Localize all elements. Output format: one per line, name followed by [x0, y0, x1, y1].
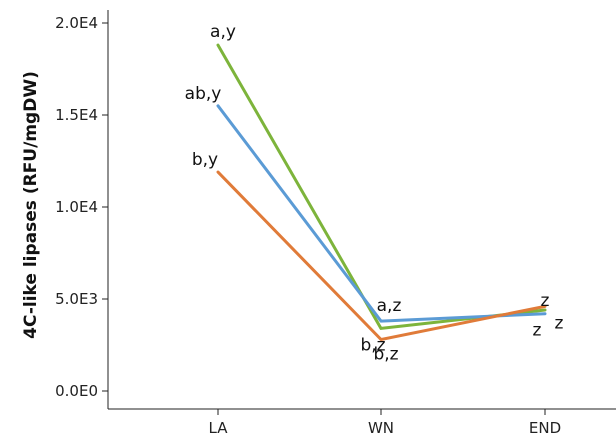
point-label: a,z — [377, 296, 402, 316]
point-label: z — [541, 291, 550, 311]
point-label: b,y — [192, 150, 218, 170]
point-label: a,y — [210, 22, 236, 42]
x-tick-label: END — [529, 419, 561, 437]
series-line-1 — [216, 104, 547, 323]
point-label: z — [555, 313, 564, 333]
y-tick-label: 1.0E4 — [55, 198, 98, 216]
y-axis-title: 4C-like lipases (RFU/mgDW) — [21, 71, 41, 339]
y-tick-label: 5.0E3 — [55, 290, 98, 308]
series-line-0 — [216, 43, 547, 330]
point-label: b,z — [373, 344, 398, 364]
series-layer — [216, 43, 547, 341]
labels-layer: a,y b,z z ab,y a,z z b,y b,z z — [185, 22, 564, 364]
point-label: z — [533, 321, 542, 341]
x-tick-label: WN — [368, 419, 394, 437]
point-label: ab,y — [185, 84, 222, 104]
y-tick-label: 0.0E0 — [55, 382, 98, 400]
y-tick-label: 2.0E4 — [55, 14, 98, 32]
series-line-2 — [216, 170, 547, 341]
y-tick-label: 1.5E4 — [55, 106, 98, 124]
x-tick-label: LA — [209, 419, 229, 437]
point-label: b,z — [360, 335, 385, 355]
axes: 0.0E0 5.0E3 1.0E4 1.5E4 2.0E4 LA WN END — [55, 10, 616, 437]
